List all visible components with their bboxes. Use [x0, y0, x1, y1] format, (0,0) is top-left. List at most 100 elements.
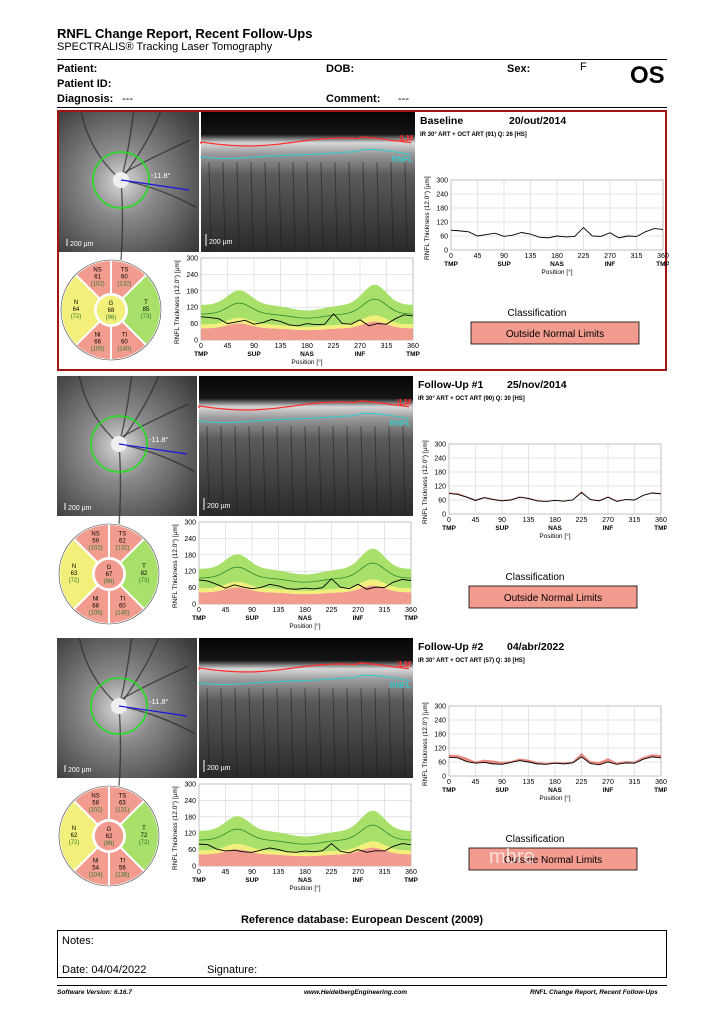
sector-g [95, 294, 127, 326]
region-label: TMP [656, 261, 669, 268]
header-divider [57, 59, 667, 60]
shadow-artifact [318, 687, 322, 779]
sector-value: 63 [71, 571, 78, 577]
y-tick-label: 60 [440, 234, 448, 241]
dob-label: DOB: [326, 63, 355, 75]
region-label: INF [353, 877, 364, 884]
shadow-artifact [248, 425, 252, 517]
sector-ref: (104) [89, 872, 103, 878]
x-tick-label: 90 [248, 607, 256, 614]
shadow-artifact [334, 161, 338, 253]
scan-angle-label: -11.8° [149, 435, 169, 444]
region-label: NAS [548, 787, 562, 794]
shadow-artifact [332, 425, 336, 517]
y-tick-label: 0 [442, 774, 446, 781]
diagnosis-value: --- [122, 93, 133, 105]
report-title: RNFL Change Report, Recent Follow-Ups [57, 26, 313, 41]
shadow-artifact [250, 161, 254, 253]
shadow-artifact [264, 161, 268, 253]
x-tick-label: 135 [523, 779, 535, 786]
fundus-image: -11.8° 200 µm [59, 112, 199, 261]
y-tick-label: 120 [184, 569, 196, 576]
sector-value: 67 [106, 572, 113, 578]
sector-name: N [74, 300, 78, 306]
region-label: TMP [194, 351, 208, 358]
x-tick-label: 180 [549, 517, 561, 524]
vessel [118, 376, 160, 445]
sector-name: TS [119, 794, 127, 800]
y-tick-label: 0 [442, 512, 446, 519]
scan-circle [90, 677, 148, 735]
y-tick-label: 240 [184, 536, 196, 543]
x-tick-label: 135 [273, 607, 285, 614]
x-tick-label: 135 [523, 517, 535, 524]
sector-ref: (73) [139, 578, 150, 584]
region-label: SUP [247, 351, 261, 358]
classification-result [470, 321, 640, 345]
classification-value: Outside Normal Limits [506, 329, 604, 340]
shadow-artifact [306, 161, 310, 253]
shadow-artifact [346, 687, 350, 779]
classification-label: Classification [506, 572, 565, 583]
x-axis-label: Position [°] [539, 794, 570, 802]
footer-divider [57, 985, 667, 986]
y-tick-label: 180 [434, 470, 446, 477]
x-tick-label: 90 [498, 517, 506, 524]
y-tick-label: 300 [434, 442, 446, 449]
x-tick-label: 270 [352, 869, 364, 876]
sector-ref: (102) [89, 808, 103, 814]
region-label: SUP [245, 877, 259, 884]
bscan-scale-label: 200 µm [207, 503, 231, 510]
y-tick-label: 300 [434, 704, 446, 711]
shadow-artifact [234, 687, 238, 779]
x-axis-label: Position [°] [289, 622, 320, 630]
vessel [78, 376, 120, 445]
y-tick-label: 120 [184, 831, 196, 838]
bscan-image: ILM RNFL 200 µm [200, 112, 415, 253]
y-tick-label: 60 [438, 760, 446, 767]
normal-band [199, 810, 411, 853]
rnfl-label: RNFL [390, 419, 411, 428]
x-tick-label: 315 [379, 869, 391, 876]
change-line [448, 491, 662, 502]
sector-chart: NS58(102)TS63(131)T72(72)TI56(138)NI54(1… [58, 784, 160, 888]
ilm-line [198, 662, 410, 673]
sector-value: 62 [119, 539, 126, 545]
exam-date: 20/out/2014 [509, 115, 566, 127]
report-name-footer: RNFL Change Report, Recent Follow-Ups [530, 989, 658, 996]
sector-value: 68 [92, 603, 99, 609]
thickness-line [198, 843, 412, 854]
scan-direction [118, 443, 188, 455]
sector-ref: (138) [115, 872, 129, 878]
sector-value: 60 [121, 339, 128, 345]
sector-name: NS [91, 532, 99, 538]
x-tick-label: 90 [500, 253, 508, 260]
eye-indicator: OS [630, 62, 665, 89]
shadow-artifact [208, 161, 212, 253]
notes-label: Notes: [62, 935, 94, 947]
normal-mean-line [200, 298, 414, 319]
bscan-image: ILM RNFL 200 µm [198, 376, 413, 517]
notes-box[interactable] [57, 930, 667, 978]
sector-ref: (72) [69, 578, 80, 584]
fundus-image: -11.8° 200 µm [57, 376, 197, 525]
header-divider-bottom [57, 107, 667, 108]
sector-ref: (96) [106, 315, 117, 321]
watermark-text: mbre [489, 846, 535, 868]
sector-outline [58, 523, 160, 625]
shadow-artifact [290, 687, 294, 779]
x-tick-label: 360 [405, 869, 417, 876]
sector-name: N [72, 826, 76, 832]
region-label: TMP [654, 787, 667, 794]
shadow-artifact [404, 161, 408, 253]
sector-value: 58 [92, 801, 99, 807]
y-tick-label: 240 [184, 798, 196, 805]
sector-name: NS [93, 268, 101, 274]
x-tick-label: 360 [407, 343, 419, 350]
ilm-label: ILM [397, 660, 411, 669]
x-tick-label: 45 [474, 253, 482, 260]
vessel [120, 112, 162, 181]
